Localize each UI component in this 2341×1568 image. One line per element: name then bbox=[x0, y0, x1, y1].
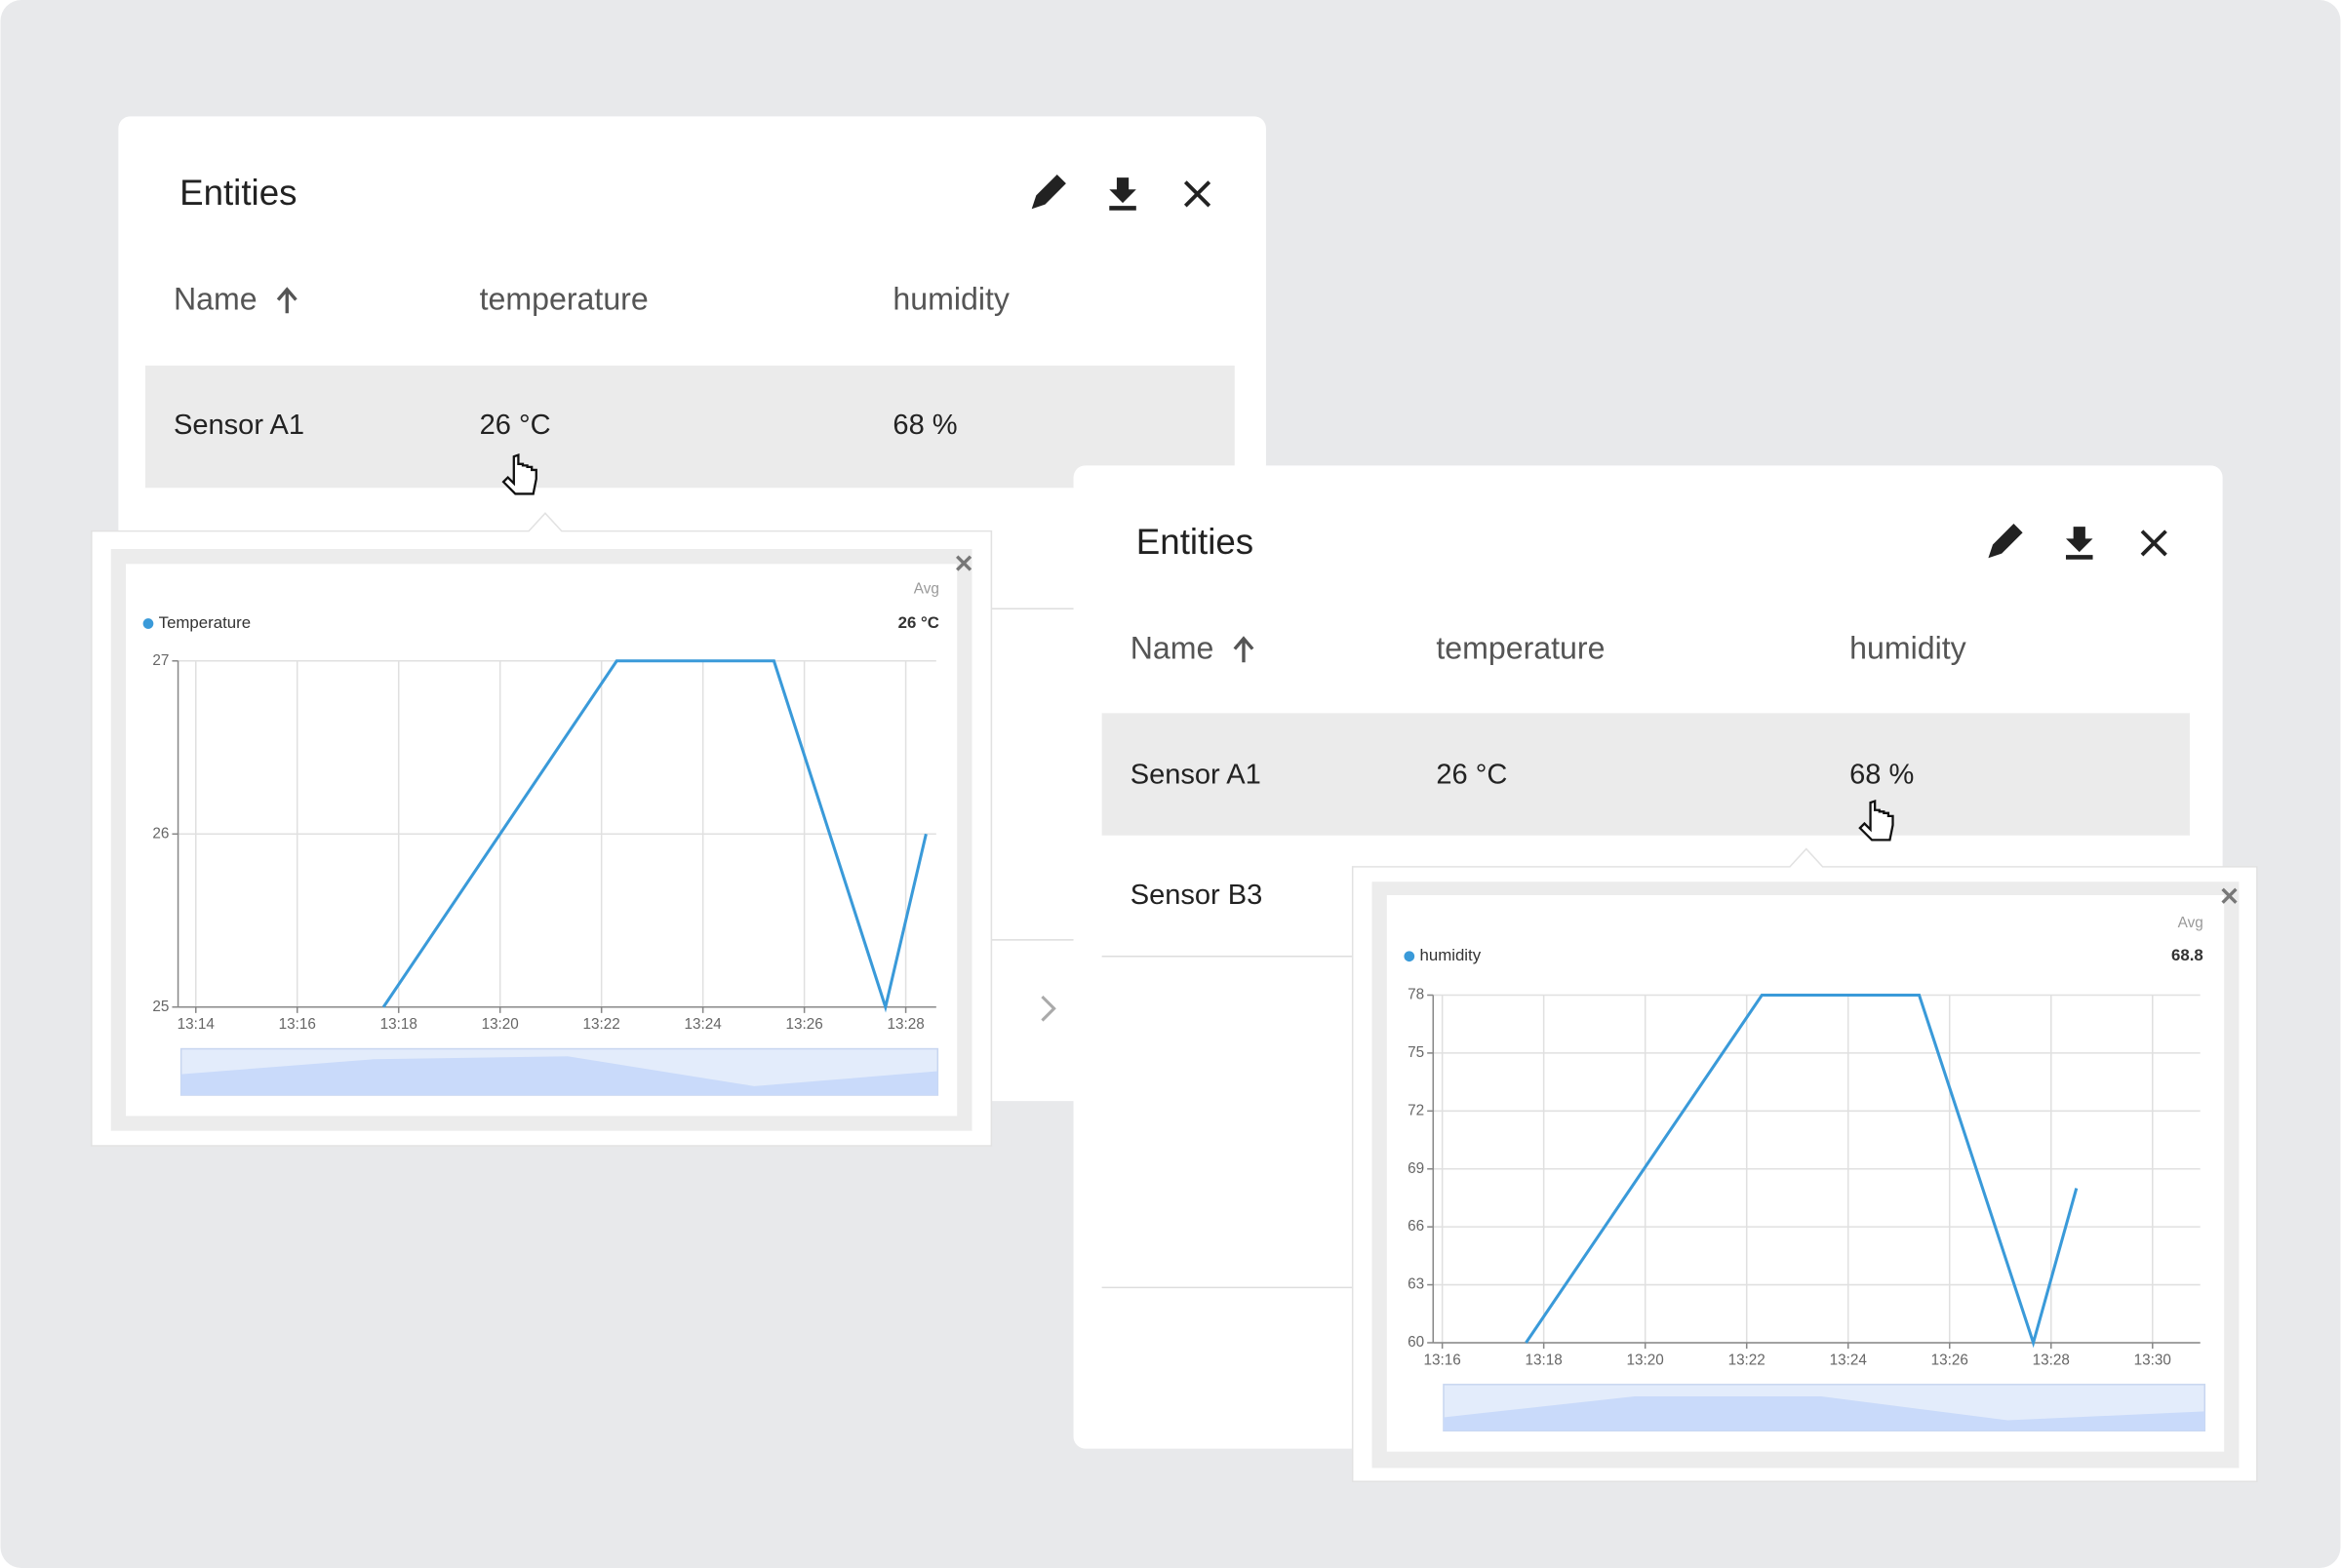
row-highlight bbox=[144, 365, 1235, 489]
close-button[interactable] bbox=[1183, 180, 1211, 208]
row-highlight bbox=[1101, 713, 2190, 836]
navigator-shape bbox=[180, 1056, 938, 1095]
cursors bbox=[501, 453, 1894, 842]
x-tick-label: 13:18 bbox=[380, 1016, 417, 1033]
y-tick-label: 27 bbox=[152, 652, 169, 669]
y-tick-label: 63 bbox=[1408, 1276, 1424, 1293]
x-tick-label: 13:24 bbox=[685, 1016, 723, 1033]
y-tick-label: 66 bbox=[1408, 1218, 1424, 1235]
y-tick-label: 75 bbox=[1408, 1044, 1424, 1061]
sort-arrow bbox=[276, 287, 298, 314]
line-series bbox=[381, 659, 928, 1013]
download-button[interactable] bbox=[2065, 527, 2093, 560]
legend-label: humidity bbox=[1420, 946, 1482, 964]
line-series bbox=[1525, 993, 2079, 1349]
popup-body bbox=[1386, 894, 2225, 1452]
y-tick-label: 25 bbox=[152, 999, 169, 1015]
y-tick-label: 78 bbox=[1408, 987, 1424, 1003]
edit-button[interactable] bbox=[1031, 175, 1066, 210]
y-tick-label: 72 bbox=[1408, 1102, 1424, 1118]
y-tick-label: 26 bbox=[152, 825, 169, 842]
hand-cursor bbox=[1858, 800, 1894, 842]
x-tick-label: 13:20 bbox=[482, 1016, 519, 1033]
avg-label: Avg bbox=[914, 580, 939, 597]
y-tick-label: 60 bbox=[1408, 1334, 1424, 1351]
y-tick-label: 69 bbox=[1408, 1160, 1424, 1177]
close-button[interactable] bbox=[2140, 529, 2167, 557]
close-popup[interactable] bbox=[2221, 887, 2238, 904]
x-tick-label: 13:24 bbox=[1830, 1352, 1868, 1368]
avg-value: 26 °C bbox=[898, 613, 939, 632]
column-header: humidity bbox=[1849, 631, 1966, 666]
cell: Sensor A1 bbox=[1131, 759, 1261, 790]
x-tick-label: 13:30 bbox=[2134, 1352, 2171, 1368]
cell: Sensor B3 bbox=[1131, 880, 1263, 911]
cell: 26 °C bbox=[480, 410, 551, 441]
download-button[interactable] bbox=[1109, 177, 1136, 211]
x-tick-label: 13:26 bbox=[785, 1016, 822, 1033]
x-tick-label: 13:14 bbox=[178, 1016, 216, 1033]
x-tick-label: 13:20 bbox=[1627, 1352, 1664, 1368]
column-header: humidity bbox=[893, 282, 1010, 317]
x-tick-label: 13:22 bbox=[583, 1016, 620, 1033]
x-tick-label: 13:26 bbox=[1931, 1352, 1968, 1368]
x-tick-label: 13:16 bbox=[279, 1016, 316, 1033]
cell: 68 % bbox=[1849, 759, 1914, 790]
next-page[interactable] bbox=[1041, 995, 1056, 1022]
legend-dot bbox=[1404, 951, 1415, 962]
cell: Sensor A1 bbox=[174, 410, 304, 441]
legend-dot bbox=[142, 618, 154, 629]
column-header: temperature bbox=[1436, 631, 1605, 666]
cell: 26 °C bbox=[1436, 759, 1507, 790]
panel-title: Entities bbox=[1136, 522, 1253, 562]
x-tick-label: 13:22 bbox=[1728, 1352, 1766, 1368]
hand-cursor bbox=[501, 453, 537, 495]
sort-arrow bbox=[1233, 636, 1254, 663]
x-tick-label: 13:28 bbox=[2033, 1352, 2070, 1368]
cell: 68 % bbox=[893, 410, 957, 441]
navigator-shape bbox=[1443, 1396, 2205, 1431]
column-header: temperature bbox=[480, 282, 649, 317]
avg-label: Avg bbox=[2178, 915, 2203, 931]
x-tick-label: 13:16 bbox=[1424, 1352, 1461, 1368]
avg-value: 68.8 bbox=[2171, 946, 2203, 964]
panel-title: Entities bbox=[179, 173, 297, 213]
legend-label: Temperature bbox=[159, 613, 251, 632]
edit-button[interactable] bbox=[1988, 524, 2023, 559]
close-popup[interactable] bbox=[956, 555, 972, 571]
popup-body bbox=[126, 564, 958, 1117]
column-header[interactable]: Name bbox=[1131, 631, 1214, 666]
x-tick-label: 13:28 bbox=[887, 1016, 924, 1033]
column-header[interactable]: Name bbox=[174, 282, 258, 317]
x-tick-label: 13:18 bbox=[1526, 1352, 1563, 1368]
